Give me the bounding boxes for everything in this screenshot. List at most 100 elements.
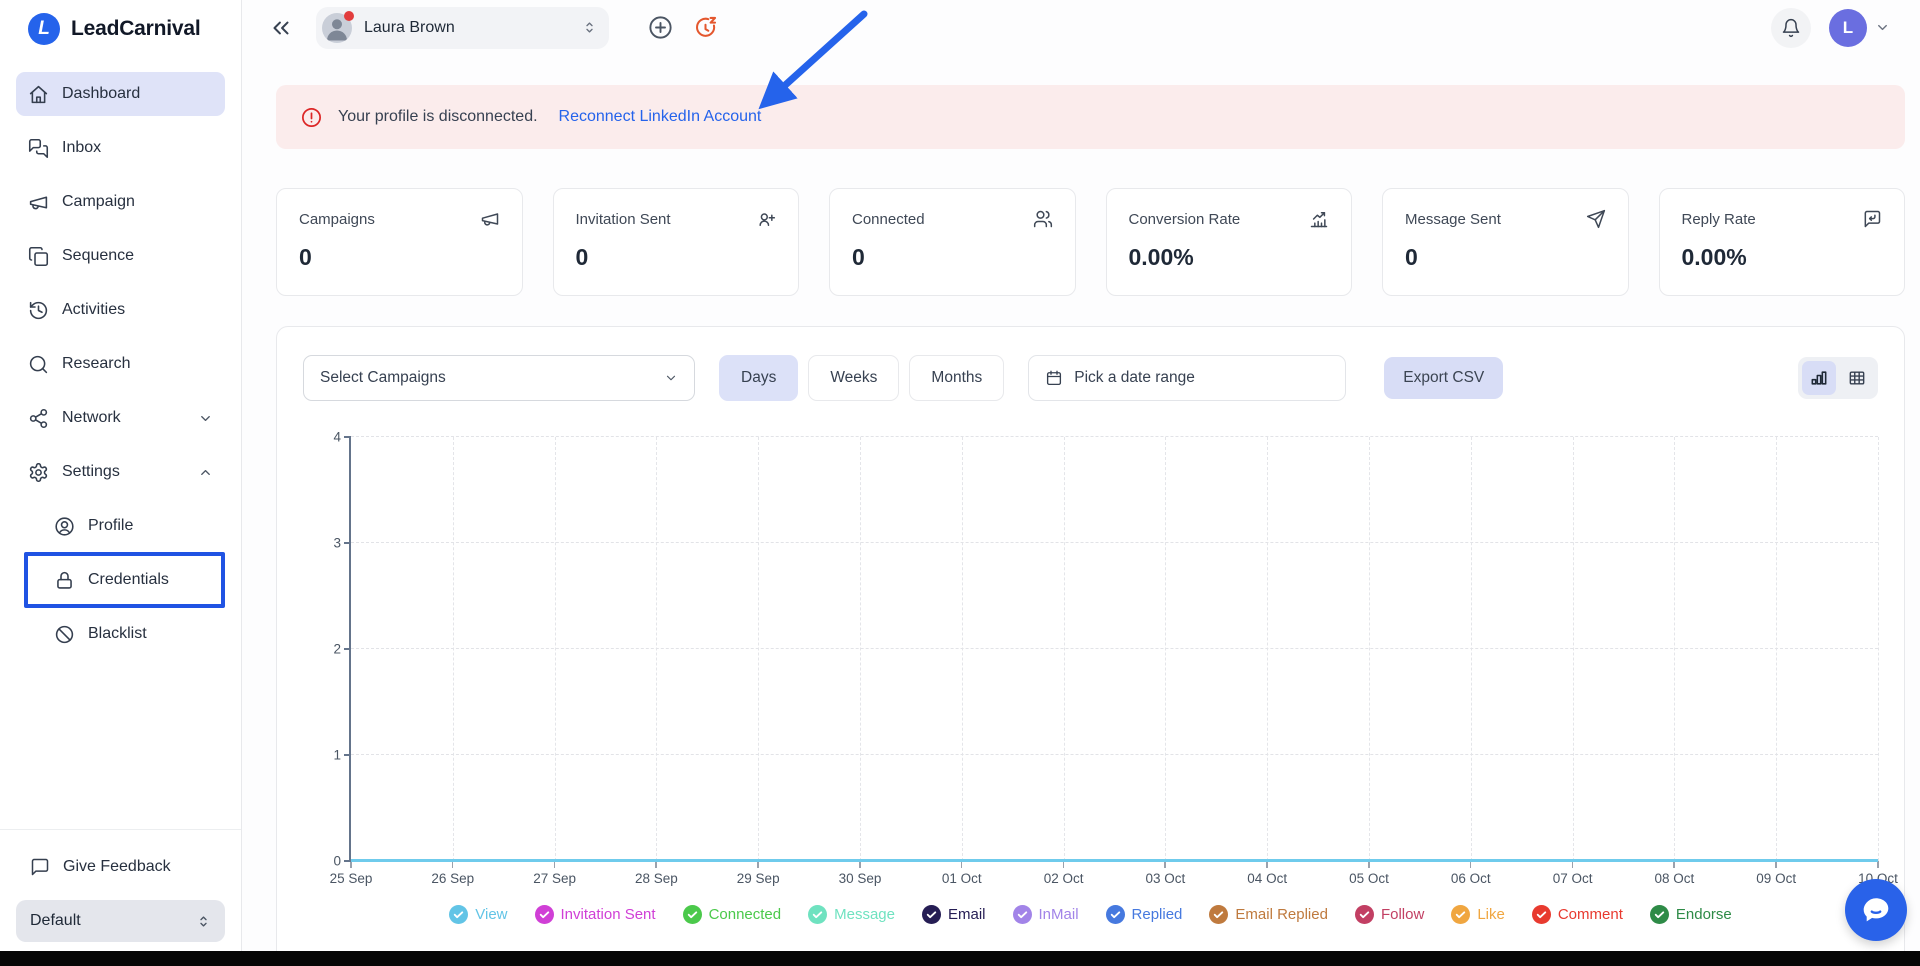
give-feedback-button[interactable]: Give Feedback [0,844,241,890]
x-axis-tick [553,861,556,868]
legend-item-connected[interactable]: Connected [682,905,781,924]
sidebar-item-dashboard[interactable]: Dashboard [16,72,225,116]
network-share-icon [28,408,49,429]
legend-check-icon [1209,905,1229,924]
legend-item-email-replied[interactable]: Email Replied [1209,905,1328,924]
legend-item-email[interactable]: Email [922,905,986,924]
period-button-months[interactable]: Months [909,355,1005,401]
sidebar-subitem-credentials[interactable]: Credentials [16,552,225,608]
vertical-gridline [860,437,861,861]
send-icon [1586,209,1606,229]
stat-value: 0.00% [1128,244,1194,270]
legend-item-endorse[interactable]: Endorse [1649,905,1732,924]
vertical-gridline [758,437,760,861]
snooze-timer-icon[interactable] [692,14,719,41]
x-axis-tick [1062,861,1065,868]
legend-check-icon [1451,905,1471,924]
legend-check-icon [682,905,702,924]
date-range-picker[interactable]: Pick a date range [1028,355,1347,401]
export-csv-button[interactable]: Export CSV [1384,357,1504,399]
reconnect-linkedin-link[interactable]: Reconnect LinkedIn Account [558,108,762,125]
reply-icon [1862,209,1882,229]
bar-chart-view-button[interactable] [1802,361,1836,395]
sidebar-item-activities[interactable]: Activities [16,288,225,332]
vertical-gridline [1165,437,1167,861]
vertical-gridline [656,437,658,861]
vertical-gridline [1063,437,1065,861]
sidebar-item-settings[interactable]: Settings [16,450,225,494]
legend-item-follow[interactable]: Follow [1354,905,1424,924]
x-axis-tick [1877,861,1879,868]
period-button-days[interactable]: Days [719,355,799,401]
user-avatar[interactable]: L [1829,8,1867,47]
avatar [322,10,354,43]
legend-label: Replied [1131,906,1183,923]
legend-item-replied[interactable]: Replied [1105,905,1183,924]
bottom-edge-bar [0,951,1920,966]
legend-label: Like [1477,906,1505,923]
sidebar-subitem-label: Blacklist [88,625,147,642]
sidebar-subitem-blacklist[interactable]: Blacklist [16,612,225,656]
legend-check-icon [449,905,469,924]
analytics-panel: Select Campaigns Days Weeks Months Pick a … [276,326,1905,966]
legend-item-view[interactable]: View [449,905,508,924]
sidebar-item-label: Campaign [62,193,135,210]
sidebar-item-inbox[interactable]: Inbox [16,126,225,170]
legend-item-inmail[interactable]: InMail [1012,905,1079,924]
stat-card-campaigns: Campaigns 0 [276,188,523,296]
line-chart-plot: 25 Sep 26 Sep 27 Sep 28 Sep 29 Sep 30 Sep 01 O… [330,430,1898,887]
sidebar-item-research[interactable]: Research [16,342,225,386]
y-axis-tick [344,860,351,862]
chevron-down-icon[interactable] [1875,20,1890,35]
legend-check-icon [1012,905,1032,924]
stat-label: Campaigns [299,210,375,228]
y-axis-tick [344,648,351,650]
chevron-down-icon [664,371,678,385]
period-button-weeks[interactable]: Weeks [808,355,900,401]
sidebar-collapse-icon[interactable] [268,15,294,41]
x-axis-label: 02 Oct [1043,871,1084,886]
sidebar-subitem-profile[interactable]: Profile [16,504,225,548]
stat-card-header: Conversion Rate [1129,209,1330,229]
vertical-gridline [1776,437,1778,861]
stat-label: Message Sent [1405,210,1501,228]
x-axis-label: 28 Sep [634,871,678,886]
notifications-button[interactable] [1771,7,1811,48]
add-profile-icon[interactable] [647,14,674,41]
legend-check-icon [808,905,828,924]
legend-label: Endorse [1675,906,1732,923]
sidebar-subitem-label: Credentials [88,571,169,588]
stat-value: 0.00% [1681,244,1747,270]
sidebar-item-label: Dashboard [62,85,141,102]
vertical-gridline [1267,437,1269,861]
workspace-select-value: Default [30,912,81,929]
legend-item-like[interactable]: Like [1451,905,1505,924]
horizontal-gridline [351,542,1878,543]
sidebar-item-network[interactable]: Network [16,396,225,440]
legend-item-comment[interactable]: Comment [1531,905,1623,924]
chevron-updown-icon [582,20,597,35]
chart-legend: View Invitation Sent Connected Message Email… [303,905,1878,924]
sidebar-item-label: Activities [62,301,126,318]
chat-widget-button[interactable] [1845,879,1907,941]
sidebar-item-campaign[interactable]: Campaign [16,180,225,224]
chart-controls: Select Campaigns Days Weeks Months Pick a … [303,355,1878,401]
stat-card-reply-rate: Reply Rate 0.00% [1658,188,1905,296]
vertical-gridline [1470,437,1472,861]
user-circle-icon [54,516,75,537]
sidebar-item-sequence[interactable]: Sequence [16,234,225,278]
legend-item-message[interactable]: Message [808,905,895,924]
table-view-button[interactable] [1840,361,1874,395]
chevron-down-icon [198,411,213,426]
campaigns-select[interactable]: Select Campaigns [303,355,695,401]
y-axis-label: 2 [333,641,341,657]
legend-check-icon [1531,905,1551,924]
campaigns-select-placeholder: Select Campaigns [320,369,446,386]
legend-item-invitation-sent[interactable]: Invitation Sent [534,905,656,924]
legend-check-icon [1649,905,1669,924]
sidebar-item-label: Network [62,409,121,426]
sidebar-subitem-label: Profile [88,517,134,534]
profile-selector[interactable]: Laura Brown [316,6,609,49]
workspace-select[interactable]: Default [16,900,225,942]
legend-check-icon [922,905,941,924]
